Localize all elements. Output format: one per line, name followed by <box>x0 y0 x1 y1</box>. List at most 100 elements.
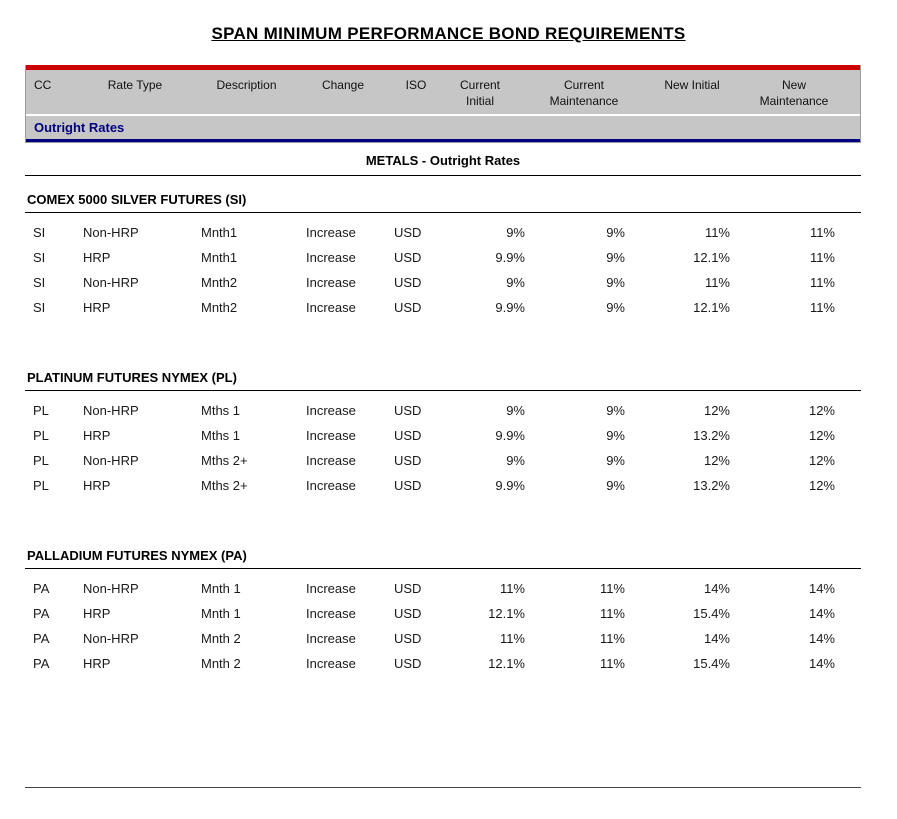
cell-current-maintenance: 11% <box>599 581 625 597</box>
cell-current-maintenance: 9% <box>606 403 625 419</box>
cell-rate-type: Non-HRP <box>83 275 139 291</box>
column-header-new-initial: New Initial <box>664 78 720 92</box>
cell-cc: PL <box>33 428 49 444</box>
cell-cc: PL <box>33 453 49 469</box>
cell-description: Mths 2+ <box>201 453 248 469</box>
table-header: CC Rate Type Description Change ISO Current I… <box>25 65 861 144</box>
column-header-rate-type: Rate Type <box>107 78 163 92</box>
cell-new-maintenance: 12% <box>808 403 835 419</box>
cell-cc: PA <box>33 656 50 672</box>
cell-rate-type: HRP <box>83 478 111 494</box>
column-header-row: CC Rate Type Description Change ISO Current I… <box>26 70 860 114</box>
cell-change: Increase <box>306 606 356 622</box>
cell-new-initial: 11% <box>704 275 730 291</box>
table-row: PL Non-HRP Mths 1 Increase USD 9% 9% 12% 12% <box>25 398 861 423</box>
cell-description: Mnth 1 <box>201 581 241 597</box>
cell-iso: USD <box>394 606 422 622</box>
cell-current-maintenance: 11% <box>599 631 625 647</box>
cell-cc: PL <box>33 478 49 494</box>
cell-iso: USD <box>394 656 422 672</box>
cell-change: Increase <box>306 428 356 444</box>
contract-group: COMEX 5000 SILVER FUTURES (SI) SI Non-HRP M… <box>25 192 861 320</box>
cell-change: Increase <box>306 453 356 469</box>
cell-current-initial: 11% <box>499 581 525 597</box>
cell-current-initial: 9% <box>506 225 525 241</box>
cell-current-initial: 9% <box>506 275 525 291</box>
cell-cc: SI <box>33 225 46 241</box>
column-header-description: Description <box>216 78 277 92</box>
cell-iso: USD <box>394 403 422 419</box>
cell-current-initial: 12.1% <box>488 656 525 672</box>
cell-current-maintenance: 9% <box>606 453 625 469</box>
cell-iso: USD <box>394 453 422 469</box>
cell-iso: USD <box>394 300 422 316</box>
cell-current-initial: 9.9% <box>495 428 525 444</box>
cell-description: Mths 1 <box>201 428 241 444</box>
cell-current-initial: 11% <box>499 631 525 647</box>
cell-new-initial: 12% <box>703 403 730 419</box>
cell-new-maintenance: 11% <box>809 275 835 291</box>
column-header-current-initial: Current Initial <box>459 78 500 109</box>
cell-new-maintenance: 14% <box>808 606 835 622</box>
table-row: PL HRP Mths 2+ Increase USD 9.9% 9% 13.2% 12% <box>25 473 861 498</box>
cell-description: Mnth 2 <box>201 656 241 672</box>
cell-new-initial: 12.1% <box>693 300 730 316</box>
cell-change: Increase <box>306 275 356 291</box>
cell-description: Mnth1 <box>201 225 238 241</box>
cell-iso: USD <box>394 275 422 291</box>
cell-current-maintenance: 9% <box>606 428 625 444</box>
cell-current-maintenance: 11% <box>599 656 625 672</box>
cell-cc: PA <box>33 631 50 647</box>
cell-change: Increase <box>306 581 356 597</box>
cell-cc: SI <box>33 300 46 316</box>
cell-change: Increase <box>306 225 356 241</box>
cell-iso: USD <box>394 428 422 444</box>
cell-change: Increase <box>306 656 356 672</box>
cell-change: Increase <box>306 250 356 266</box>
cell-description: Mths 2+ <box>201 478 248 494</box>
subheader-outright-rates: Outright Rates <box>26 114 860 143</box>
cell-current-initial: 12.1% <box>488 606 525 622</box>
section-banner: METALS - Outright Rates <box>25 153 861 177</box>
cell-iso: USD <box>394 631 422 647</box>
section-banner-label: METALS - Outright Rates <box>365 153 521 169</box>
cell-cc: SI <box>33 275 46 291</box>
cell-new-initial: 14% <box>703 581 730 597</box>
table-row: SI Non-HRP Mnth2 Increase USD 9% 9% 11% 11% <box>25 270 861 295</box>
cell-new-maintenance: 11% <box>809 225 835 241</box>
cell-new-initial: 13.2% <box>693 428 730 444</box>
cell-description: Mnth1 <box>201 250 238 266</box>
cell-new-initial: 15.4% <box>693 656 730 672</box>
cell-rate-type: Non-HRP <box>83 225 139 241</box>
cell-cc: PA <box>33 606 50 622</box>
cell-rate-type: Non-HRP <box>83 631 139 647</box>
cell-new-maintenance: 14% <box>808 581 835 597</box>
cell-description: Mnth2 <box>201 300 238 316</box>
cell-new-initial: 13.2% <box>693 478 730 494</box>
page-title: SPAN MINIMUM PERFORMANCE BOND REQUIREMEN… <box>211 24 686 43</box>
cell-current-maintenance: 9% <box>606 250 625 266</box>
column-header-new-maintenance: New Maintenance <box>759 78 829 109</box>
table-row: SI HRP Mnth1 Increase USD 9.9% 9% 12.1% 11% <box>25 245 861 270</box>
cell-cc: PL <box>33 403 49 419</box>
cell-iso: USD <box>394 225 422 241</box>
cell-new-initial: 12% <box>703 453 730 469</box>
table-row: PA HRP Mnth 2 Increase USD 12.1% 11% 15.4% 14% <box>25 651 861 676</box>
cell-rate-type: Non-HRP <box>83 403 139 419</box>
cell-new-maintenance: 12% <box>808 428 835 444</box>
column-header-cc: CC <box>34 78 52 92</box>
cell-rate-type: HRP <box>83 656 111 672</box>
cell-rate-type: HRP <box>83 300 111 316</box>
cell-iso: USD <box>394 250 422 266</box>
cell-cc: PA <box>33 581 50 597</box>
contract-group: PALLADIUM FUTURES NYMEX (PA) PA Non-HRP Mnt… <box>25 548 861 676</box>
cell-new-initial: 11% <box>704 225 730 241</box>
column-header-change: Change <box>321 78 365 92</box>
footer-divider <box>25 787 861 788</box>
table-row: SI Non-HRP Mnth1 Increase USD 9% 9% 11% 11% <box>25 220 861 245</box>
table-row: PA Non-HRP Mnth 2 Increase USD 11% 11% 14% 14% <box>25 626 861 651</box>
cell-description: Mths 1 <box>201 403 241 419</box>
column-header-current-maintenance: Current Maintenance <box>549 78 619 109</box>
group-title: PALLADIUM FUTURES NYMEX (PA) <box>25 548 861 570</box>
